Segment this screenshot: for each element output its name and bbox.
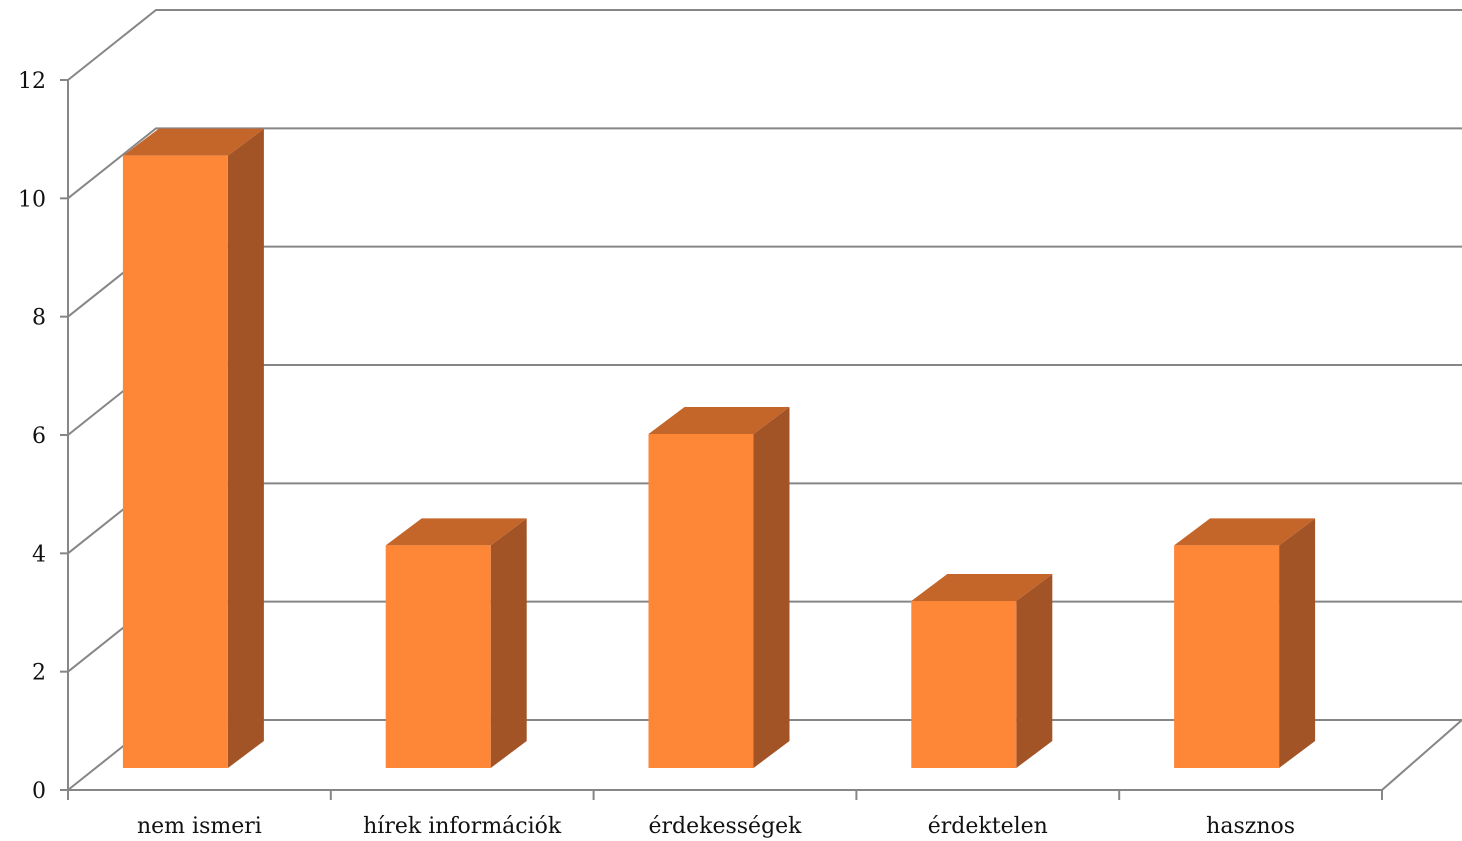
bar-front-face <box>122 155 228 768</box>
bar-side-face <box>1016 574 1053 768</box>
x-tick-label: érdekességek <box>648 814 802 839</box>
bar-side-face <box>490 518 527 768</box>
x-tick-label: érdektelen <box>928 814 1048 839</box>
bar-front-face <box>648 434 754 768</box>
bar-front-face <box>385 545 491 768</box>
axes <box>60 79 1462 800</box>
bar-top-face <box>911 574 1053 601</box>
y-tick-label: 2 <box>32 661 46 686</box>
y-tick-label: 10 <box>18 187 46 212</box>
bar-top-face <box>648 407 790 434</box>
y-tick-label: 8 <box>32 306 46 331</box>
bar-side-face <box>753 407 790 768</box>
bar-front-face <box>1174 545 1280 768</box>
bar-front-face <box>911 601 1017 768</box>
bar-top-face <box>122 128 264 156</box>
y-tick-label: 6 <box>32 424 46 449</box>
y-tick-label: 0 <box>32 779 46 804</box>
bar <box>122 128 264 768</box>
gridline <box>67 127 1462 200</box>
bar <box>1174 518 1316 768</box>
x-tick-label: nem ismeri <box>137 814 262 839</box>
bar <box>911 574 1053 768</box>
bars <box>122 128 1316 768</box>
bar-top-face <box>1174 518 1316 546</box>
y-axis-tick-labels: 0 2 4 6 8 10 12 <box>18 69 46 804</box>
bar <box>385 518 527 768</box>
gridline <box>67 9 1462 81</box>
gridline <box>67 245 1462 318</box>
x-axis-category-labels: nem ismeri hírek információk érdekességek é… <box>137 814 1295 839</box>
floor-right-edge <box>1381 719 1462 791</box>
bar-side-face <box>1279 518 1316 768</box>
x-tick-label: hasznos <box>1206 814 1295 839</box>
y-tick-label: 4 <box>32 542 46 567</box>
y-tick-label: 12 <box>18 69 46 94</box>
bar <box>648 407 790 768</box>
bar-top-face <box>385 518 527 546</box>
bar-side-face <box>227 128 264 768</box>
x-tick-label: hírek információk <box>363 814 562 839</box>
